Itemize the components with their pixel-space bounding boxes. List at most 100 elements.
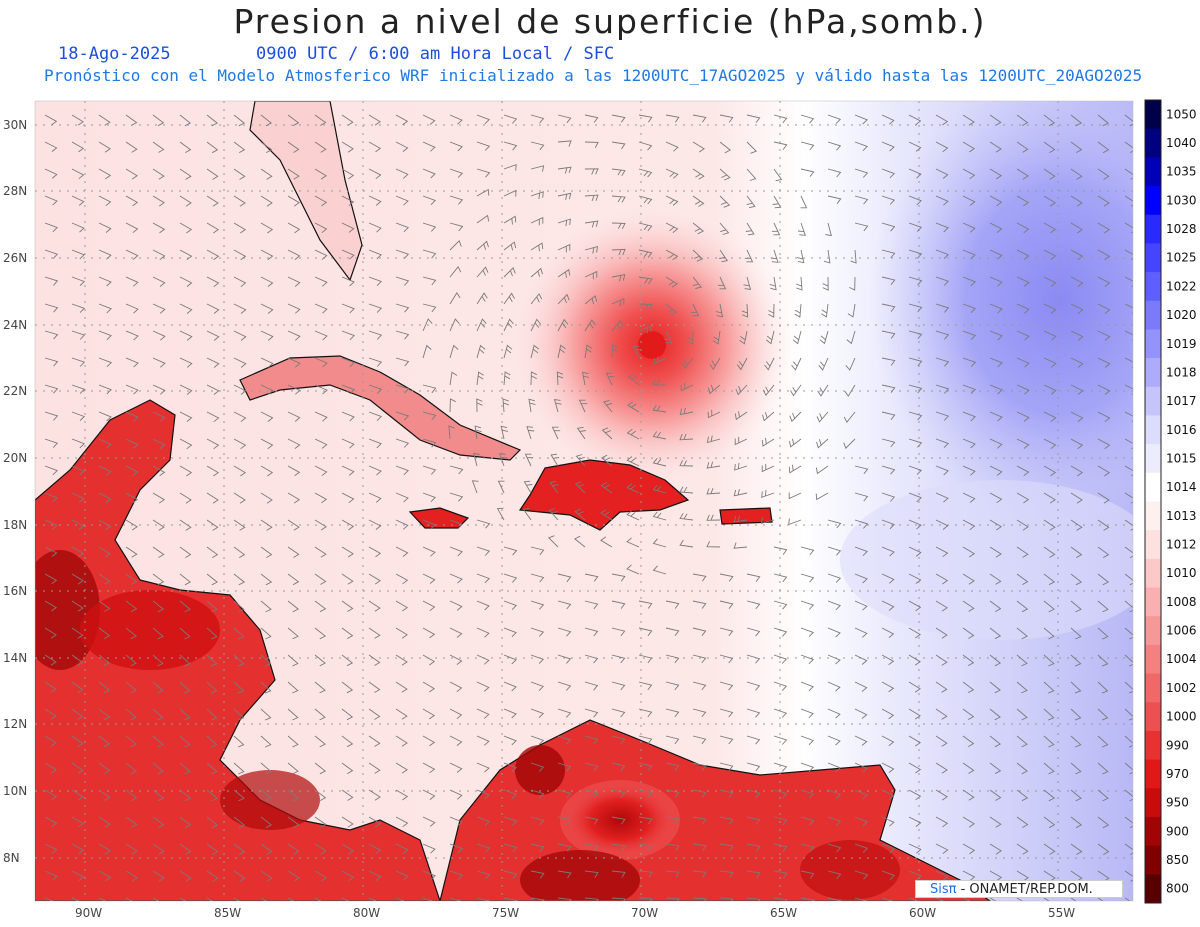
wind-barb bbox=[179, 600, 191, 613]
wind-barb bbox=[652, 431, 667, 440]
pressure-colorbar: 1050 1040 1035 1030 1028 1025 1022 1020 1019 1018… bbox=[1144, 99, 1197, 904]
wind-barb bbox=[611, 114, 626, 123]
wind-barb bbox=[638, 843, 653, 852]
wind-barb bbox=[1070, 897, 1077, 901]
wind-barb bbox=[503, 344, 513, 359]
wind-barb bbox=[935, 384, 950, 394]
wind-barb bbox=[503, 843, 518, 853]
wind-barb bbox=[125, 195, 139, 207]
wind-barb bbox=[733, 489, 748, 497]
wind-barb bbox=[638, 627, 653, 636]
wind-barb bbox=[314, 222, 328, 234]
wind-barb bbox=[449, 654, 463, 665]
wind-barb bbox=[1043, 519, 1056, 531]
wind-barb bbox=[260, 870, 273, 882]
wind-barb bbox=[557, 192, 572, 200]
wind-barb bbox=[314, 276, 328, 287]
wind-barb bbox=[1070, 465, 1084, 477]
wind-barb bbox=[773, 681, 788, 691]
wind-barb bbox=[679, 513, 694, 521]
wind-barb bbox=[422, 141, 436, 152]
wind-barb bbox=[881, 762, 895, 773]
wind-barb bbox=[71, 816, 85, 828]
wind-barb bbox=[422, 344, 432, 359]
colorbar-label: 1006 bbox=[1166, 624, 1197, 638]
wind-barb bbox=[706, 435, 721, 444]
wind-barb bbox=[1043, 141, 1056, 153]
wind-barb bbox=[98, 303, 112, 314]
wind-barb bbox=[827, 114, 842, 124]
wind-barb bbox=[773, 762, 788, 772]
colorbar-label: 1019 bbox=[1166, 337, 1197, 351]
wind-barb bbox=[881, 249, 896, 259]
wind-barb bbox=[449, 627, 463, 638]
wind-barb bbox=[962, 222, 976, 233]
wind-barb bbox=[1016, 546, 1029, 558]
lat-tick-label: 18N bbox=[3, 518, 27, 532]
wind-barb bbox=[125, 546, 138, 558]
wind-barb bbox=[854, 627, 868, 638]
wind-barb bbox=[881, 735, 895, 747]
wind-barb bbox=[179, 843, 192, 855]
wind-barb bbox=[574, 481, 586, 494]
wind-barb bbox=[601, 427, 613, 440]
wind-barb bbox=[71, 843, 85, 855]
wind-barb bbox=[98, 546, 111, 558]
wind-barb bbox=[989, 654, 1002, 667]
wind-barb bbox=[584, 735, 599, 745]
wind-barb bbox=[98, 249, 112, 260]
wind-barb bbox=[476, 188, 490, 197]
wind-barb bbox=[692, 762, 707, 771]
wind-barb bbox=[125, 573, 138, 585]
wind-barb bbox=[692, 141, 705, 153]
wind-barb bbox=[854, 114, 868, 125]
wind-barb bbox=[152, 519, 165, 531]
wind-barb bbox=[557, 789, 572, 799]
wind-barb bbox=[733, 515, 748, 523]
wind-barb bbox=[557, 140, 572, 147]
wind-barb bbox=[233, 546, 246, 558]
wind-barb bbox=[503, 627, 517, 638]
wind-barb bbox=[1124, 276, 1133, 287]
wind-barb bbox=[962, 843, 976, 855]
wind-barb bbox=[611, 789, 626, 798]
wind-barb bbox=[449, 816, 463, 827]
wind-barb bbox=[530, 318, 541, 332]
wind-barb bbox=[206, 816, 219, 829]
wind-barb bbox=[368, 276, 383, 287]
wind-barb bbox=[71, 762, 84, 774]
wind-barb bbox=[1124, 681, 1133, 694]
wind-barb bbox=[422, 816, 436, 827]
wind-barb bbox=[206, 627, 218, 640]
wind-barb bbox=[557, 627, 572, 637]
wind-barb bbox=[422, 249, 437, 259]
wind-barb bbox=[341, 762, 354, 774]
wind-barb bbox=[395, 168, 409, 179]
wind-barb bbox=[800, 897, 815, 901]
wind-barb bbox=[233, 843, 246, 855]
wind-barb bbox=[989, 708, 1001, 721]
wind-barb bbox=[935, 573, 949, 585]
wind-barb bbox=[476, 240, 489, 251]
wind-barb bbox=[1043, 411, 1057, 422]
wind-barb bbox=[854, 762, 868, 773]
wind-barb bbox=[773, 141, 788, 150]
wind-barb bbox=[287, 114, 300, 127]
wind-barb bbox=[908, 384, 923, 394]
wind-barb bbox=[818, 357, 829, 371]
time-label: 0900 UTC / 6:00 am Hora Local / SFC bbox=[256, 44, 615, 64]
wind-barb bbox=[1124, 735, 1133, 748]
wind-barb bbox=[557, 166, 572, 174]
wind-barb bbox=[1124, 195, 1133, 207]
wind-barb bbox=[692, 168, 705, 180]
wind-barb bbox=[692, 114, 707, 123]
wind-barb bbox=[341, 735, 354, 748]
wind-barb bbox=[287, 762, 299, 775]
wind-barb bbox=[260, 573, 273, 586]
wind-barb bbox=[881, 600, 895, 611]
wind-barb bbox=[557, 762, 572, 772]
wind-barb bbox=[422, 573, 436, 584]
wind-barb bbox=[638, 681, 653, 691]
wind-barb bbox=[553, 398, 562, 413]
wind-barb bbox=[800, 789, 815, 799]
